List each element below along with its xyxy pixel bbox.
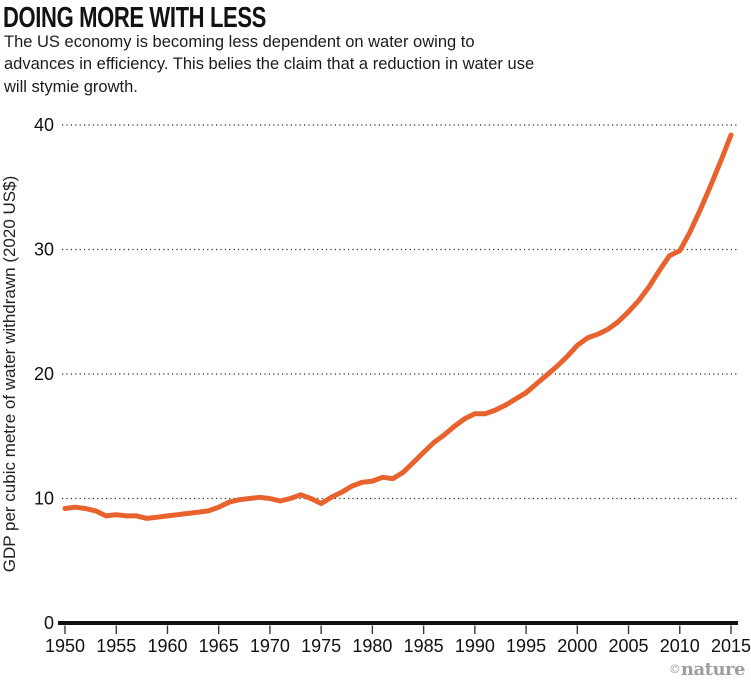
y-axis-title: GDP per cubic metre of water withdrawn (… (0, 176, 19, 573)
x-tick-label: 1960 (147, 636, 187, 656)
x-tick-label: 1955 (96, 636, 136, 656)
y-tick-label: 0 (44, 613, 54, 633)
x-tick-label: 1965 (199, 636, 239, 656)
x-tick-label: 1980 (352, 636, 392, 656)
x-tick-label: 1970 (250, 636, 290, 656)
gdp-per-water-line (62, 132, 734, 521)
y-tick-label: 20 (34, 364, 54, 384)
y-tick-label: 40 (34, 115, 54, 135)
nature-watermark: ©nature (668, 659, 746, 680)
subtitle-line-2: advances in efficiency. This belies the … (4, 55, 535, 74)
subtitle-line-3: will stymie growth. (4, 77, 138, 96)
nature-wordmark: nature (680, 659, 746, 680)
x-tick-label: 1990 (455, 636, 495, 656)
x-tick-label: 1950 (45, 636, 85, 656)
x-tick-label: 2000 (557, 636, 597, 656)
x-tick-label: 2015 (711, 636, 751, 656)
subtitle-line-1: The US economy is becoming less dependen… (4, 33, 475, 51)
copyright-icon: © (668, 662, 681, 676)
x-tick-label: 1995 (506, 636, 546, 656)
chart-subtitle: The US economy is becoming less dependen… (4, 31, 534, 98)
x-tick-label: 1985 (404, 636, 444, 656)
x-tick-label: 1975 (301, 636, 341, 656)
y-tick-label: 10 (34, 489, 54, 509)
x-tick-label: 2010 (660, 636, 700, 656)
y-tick-label: 30 (34, 240, 54, 260)
x-tick-label: 2005 (609, 636, 649, 656)
chart-title: DOING MORE WITH LESS (3, 2, 267, 34)
